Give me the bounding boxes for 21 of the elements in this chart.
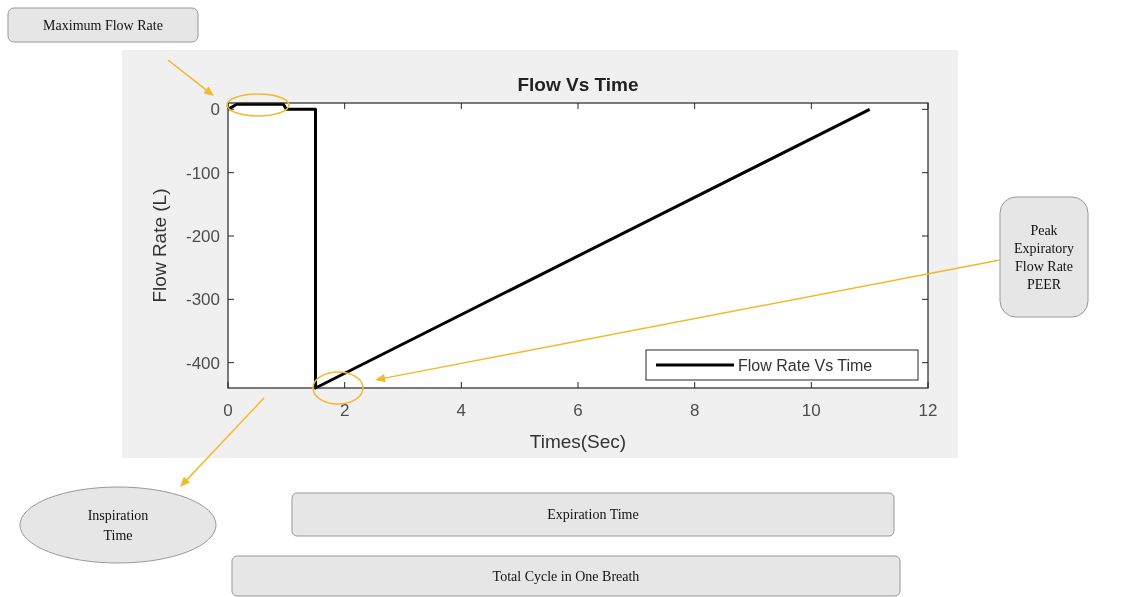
- text: Expiration Time: [547, 506, 639, 522]
- x-tick-label: 6: [573, 401, 583, 420]
- y-tick-label: -200: [185, 226, 220, 246]
- y-tick-label: -300: [185, 290, 220, 310]
- y-tick-label: -400: [185, 353, 220, 373]
- x-tick-label: 8: [689, 401, 700, 420]
- y-tick-label: 0: [210, 100, 220, 120]
- x-tick-label: 4: [456, 401, 467, 420]
- text: Peak Expiratory Flow Rate PEER: [1014, 222, 1074, 292]
- legend-label: Flow Rate Vs Time: [738, 356, 873, 374]
- x-axis-title: Times(Sec): [529, 431, 627, 452]
- x-tick-label: 12: [918, 401, 938, 420]
- x-tick-label: 2: [339, 401, 350, 420]
- y-axis-title: Flow Rate (L): [149, 188, 170, 303]
- x-tick-label: 10: [801, 401, 821, 420]
- text: Inspiration Time: [87, 507, 149, 543]
- text: Total Cycle in One Breath: [492, 568, 640, 584]
- x-tick-label: 0: [223, 401, 233, 420]
- text: Maximum Flow Rate: [43, 17, 163, 33]
- y-tick-label: -100: [185, 163, 220, 183]
- chart-title: Flow Vs Time: [517, 74, 639, 95]
